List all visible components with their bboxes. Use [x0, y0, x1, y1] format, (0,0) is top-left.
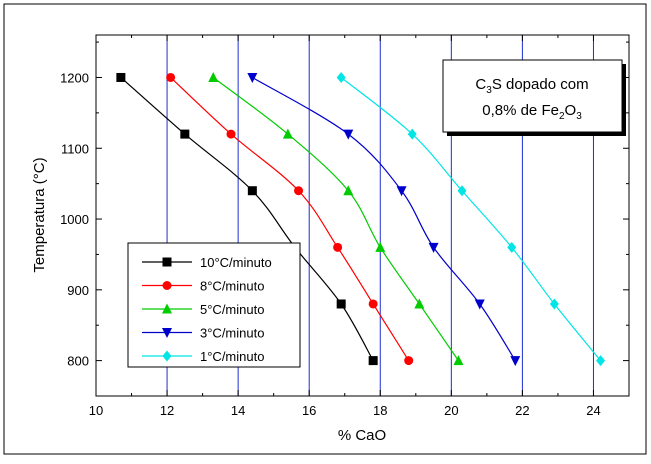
x-tick-label: 12 [160, 403, 174, 418]
x-tick-label: 22 [515, 403, 529, 418]
data-point [428, 242, 439, 253]
data-point [453, 355, 464, 366]
series-line [340, 77, 602, 361]
x-tick-label: 16 [302, 403, 316, 418]
legend-frame [127, 242, 301, 368]
data-point [343, 185, 354, 196]
data-point [343, 129, 354, 140]
x-tick-label: 20 [444, 403, 458, 418]
legend-label: 8°C/minuto [200, 279, 264, 294]
y-tick-label: 900 [67, 283, 89, 298]
legend-marker [162, 328, 172, 338]
x-tick-label: 18 [373, 403, 387, 418]
data-point [208, 71, 219, 82]
series-line [252, 76, 516, 361]
series-4 [336, 71, 606, 367]
legend-marker [162, 281, 172, 290]
annotation-line-2: 0,8% de Fe2O3 [482, 102, 582, 122]
data-point [396, 186, 407, 197]
data-point [368, 299, 378, 309]
data-point [507, 241, 517, 253]
legend-marker [162, 257, 172, 267]
y-tick-label: 1200 [60, 70, 89, 85]
x-axis-label: % CaO [338, 427, 386, 444]
x-tick-label: 10 [89, 403, 103, 418]
legend-label: 3°C/minuto [200, 326, 264, 341]
y-tick-label: 800 [67, 354, 89, 369]
annotation-frame [442, 59, 623, 133]
data-point [336, 71, 346, 83]
data-point [407, 128, 417, 140]
data-point [166, 72, 176, 82]
legend: 10°C/minuto 8°C/minuto 5°C/minuto 3°C/minut… [127, 242, 301, 368]
data-point [549, 298, 559, 310]
data-point [404, 356, 414, 366]
data-point [474, 299, 485, 310]
legend-label: 10°C/minuto [200, 255, 272, 270]
data-point [375, 241, 386, 252]
legend-label: 1°C/minuto [200, 349, 264, 364]
annotation-box: C3S dopado com 0,8% de Fe2O3 [442, 59, 626, 136]
series-3 [247, 72, 521, 367]
data-point [282, 128, 293, 139]
plot-area-border [95, 34, 630, 397]
data-point [333, 242, 343, 252]
legend-label: 5°C/minuto [200, 302, 264, 317]
data-point [294, 186, 304, 196]
legend-item: 10°C/minuto [142, 255, 272, 270]
data-point [336, 299, 346, 309]
y-tick-label: 1100 [61, 141, 89, 156]
data-point [247, 72, 258, 83]
data-point [414, 298, 425, 309]
legend-item: 3°C/minuto [142, 326, 264, 341]
data-point [180, 129, 190, 139]
series-2 [208, 71, 464, 366]
annotation-line-1: C3S dopado com [475, 76, 588, 96]
data-point [226, 129, 236, 139]
y-tick-label: 1000 [60, 212, 89, 227]
legend-marker [162, 303, 172, 314]
data-point [247, 186, 257, 196]
data-point [116, 72, 126, 82]
legend-marker [162, 350, 172, 362]
y-axis-label: Temperatura (°C) [31, 157, 48, 272]
x-tick-label: 14 [231, 403, 245, 418]
legend-item: 1°C/minuto [142, 349, 264, 364]
axis-ticks: 10 12 14 16 18 20 22 24 800 900 1000 1100 1200 [60, 35, 630, 418]
legend-item: 8°C/minuto [142, 279, 264, 294]
data-point [457, 185, 467, 197]
legend-item: 5°C/minuto [142, 302, 264, 317]
data-point [510, 356, 521, 367]
figure-frame [3, 3, 647, 455]
x-tick-label: 24 [586, 403, 600, 418]
series-1 [166, 72, 414, 366]
data-point [596, 355, 606, 367]
data-point [368, 356, 378, 366]
